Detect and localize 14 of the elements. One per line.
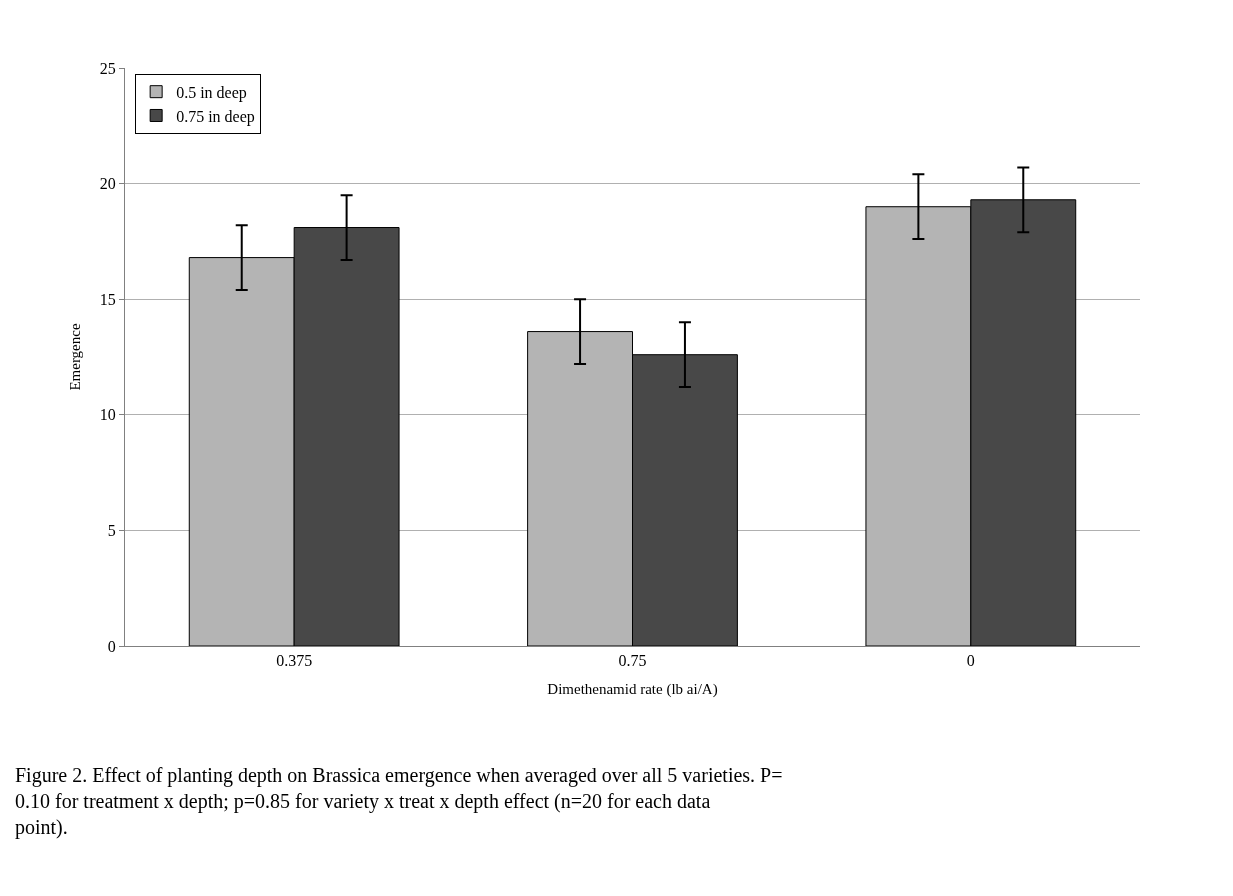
y-tick-label: 15: [99, 290, 116, 308]
y-tick-label: 0: [107, 637, 116, 655]
y-axis-title: Emergence: [67, 323, 84, 391]
x-tick-label: 0.75: [618, 652, 647, 670]
legend-label: 0.5 in deep: [176, 83, 247, 102]
x-tick-label: 0: [966, 652, 975, 670]
caption: Figure 2. Effect of planting depth on Brassica emergence when averaged over all 5 varieties. P= 0.10 for treatment x depth; p=0.85 for variety x treat x depth effect (n=20 for each data point).: [15, 764, 783, 839]
x-axis-title: Dimethenamid rate (lb ai/A): [547, 681, 718, 699]
y-tick-label: 5: [107, 522, 116, 539]
legend-label: 0.75 in deep: [176, 107, 255, 126]
y-tick-label: 20: [99, 175, 116, 193]
x-tick-label: 0.375: [276, 652, 313, 670]
y-tick-label: 25: [99, 59, 116, 77]
y-tick-label: 10: [99, 406, 116, 424]
